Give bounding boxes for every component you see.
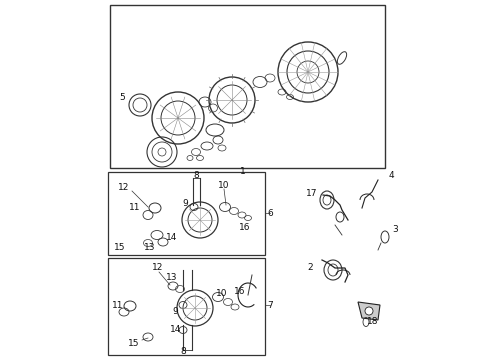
Text: 14: 14 xyxy=(171,325,182,334)
Text: 11: 11 xyxy=(129,202,141,211)
Text: 16: 16 xyxy=(234,287,246,296)
Text: 15: 15 xyxy=(128,338,140,347)
Text: 9: 9 xyxy=(172,307,178,316)
Text: 6: 6 xyxy=(267,208,273,217)
Text: 17: 17 xyxy=(306,189,318,198)
Bar xyxy=(110,5,385,168)
Text: 12: 12 xyxy=(118,184,130,193)
Text: 12: 12 xyxy=(152,264,164,273)
Text: 2: 2 xyxy=(307,264,313,273)
Text: 7: 7 xyxy=(267,301,273,310)
Text: 10: 10 xyxy=(216,288,228,297)
Text: 10: 10 xyxy=(218,180,230,189)
Text: 11: 11 xyxy=(112,301,124,310)
Text: 15: 15 xyxy=(114,243,126,252)
Text: 8: 8 xyxy=(193,171,199,180)
Text: 4: 4 xyxy=(388,171,394,180)
Text: 8: 8 xyxy=(180,347,186,356)
Ellipse shape xyxy=(365,307,373,315)
Text: 9: 9 xyxy=(182,198,188,207)
Text: 13: 13 xyxy=(166,274,178,283)
Text: 13: 13 xyxy=(144,243,156,252)
Bar xyxy=(108,172,265,255)
Text: 16: 16 xyxy=(239,224,251,233)
Text: 14: 14 xyxy=(166,233,178,242)
Polygon shape xyxy=(358,302,380,320)
Text: 3: 3 xyxy=(392,225,398,234)
Text: 18: 18 xyxy=(367,318,379,327)
Text: 5: 5 xyxy=(119,93,125,102)
Text: 1: 1 xyxy=(240,167,246,176)
Bar xyxy=(108,258,265,355)
